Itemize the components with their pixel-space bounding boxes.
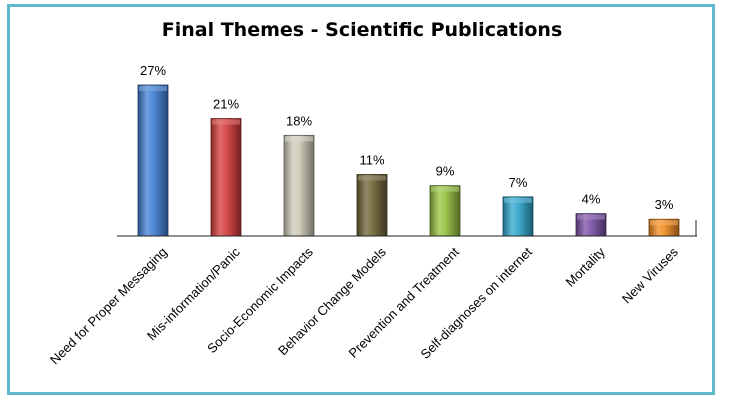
data-label-0: 27% <box>140 63 166 78</box>
bar-bevel-2 <box>285 136 313 142</box>
bar-bevel-4 <box>431 186 459 192</box>
data-label-3: 11% <box>359 152 384 167</box>
bar-4 <box>429 185 461 237</box>
bar-bevel-7 <box>650 220 678 226</box>
category-label-6: Mortality <box>563 244 609 290</box>
bar-2 <box>283 134 315 237</box>
category-label-0: Need for Proper Messaging <box>47 244 170 367</box>
category-label-7: New Viruses <box>619 244 681 306</box>
bar-3 <box>356 174 388 237</box>
data-label-2: 18% <box>286 113 312 128</box>
bar-bevel-5 <box>504 197 532 203</box>
bar-bevel-0 <box>139 86 167 91</box>
data-label-4: 9% <box>436 164 455 179</box>
bar-0 <box>137 84 169 237</box>
bar-1 <box>210 118 242 237</box>
data-label-5: 7% <box>509 175 528 190</box>
chart-title: Final Themes - Scientific Publications <box>161 19 563 41</box>
bar-bevel-3 <box>358 175 386 181</box>
data-label-7: 3% <box>655 197 674 212</box>
bar-bevel-1 <box>212 119 240 125</box>
data-label-6: 4% <box>582 192 601 207</box>
data-label-1: 21% <box>213 97 239 112</box>
bar-bevel-6 <box>577 214 605 220</box>
